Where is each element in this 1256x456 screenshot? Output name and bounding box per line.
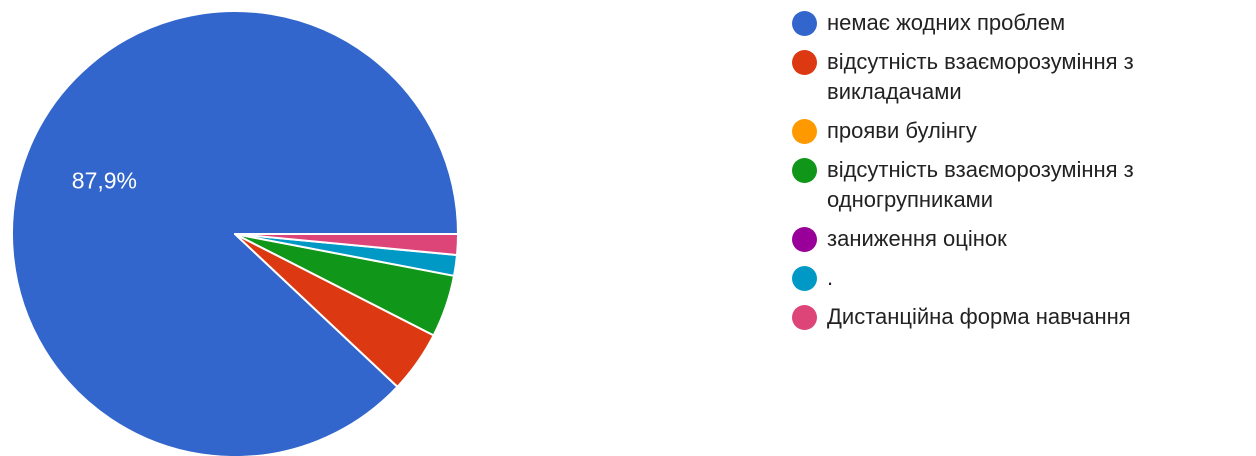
pie-chart-svg: 87,9% bbox=[11, 10, 460, 456]
legend-item-2[interactable]: прояви булінгу bbox=[790, 116, 1250, 146]
pie-slice-label-0: 87,9% bbox=[72, 167, 137, 193]
legend-item-4[interactable]: заниження оцінок bbox=[790, 224, 1250, 254]
legend-swatch-icon bbox=[792, 266, 817, 291]
legend-swatch-icon bbox=[792, 50, 817, 75]
legend-swatch-icon bbox=[792, 11, 817, 36]
legend-label: Дистанційна форма навчання bbox=[827, 304, 1131, 329]
pie-slice-6[interactable] bbox=[234, 233, 460, 257]
legend-swatch-icon bbox=[792, 158, 817, 183]
chart-legend: немає жодних проблем відсутність взаєморо… bbox=[790, 8, 1250, 341]
legend-label: прояви булінгу bbox=[827, 118, 977, 143]
legend-label: немає жодних проблем bbox=[827, 10, 1066, 35]
legend-item-3[interactable]: відсутність взаєморозуміння з одногрупни… bbox=[790, 155, 1250, 215]
legend-item-1[interactable]: відсутність взаєморозуміння з викладачам… bbox=[790, 47, 1250, 107]
legend-label: відсутність взаєморозуміння з одногрупни… bbox=[827, 157, 1134, 212]
legend-item-0[interactable]: немає жодних проблем bbox=[790, 8, 1250, 38]
legend-item-5[interactable]: . bbox=[790, 263, 1250, 293]
legend-swatch-icon bbox=[792, 305, 817, 330]
legend-label: заниження оцінок bbox=[827, 226, 1007, 251]
legend-item-6[interactable]: Дистанційна форма навчання bbox=[790, 302, 1250, 332]
legend-label: відсутність взаєморозуміння з викладачам… bbox=[827, 49, 1134, 104]
legend-label: . bbox=[827, 265, 834, 290]
legend-swatch-icon bbox=[792, 119, 817, 144]
legend-swatch-icon bbox=[792, 227, 817, 252]
